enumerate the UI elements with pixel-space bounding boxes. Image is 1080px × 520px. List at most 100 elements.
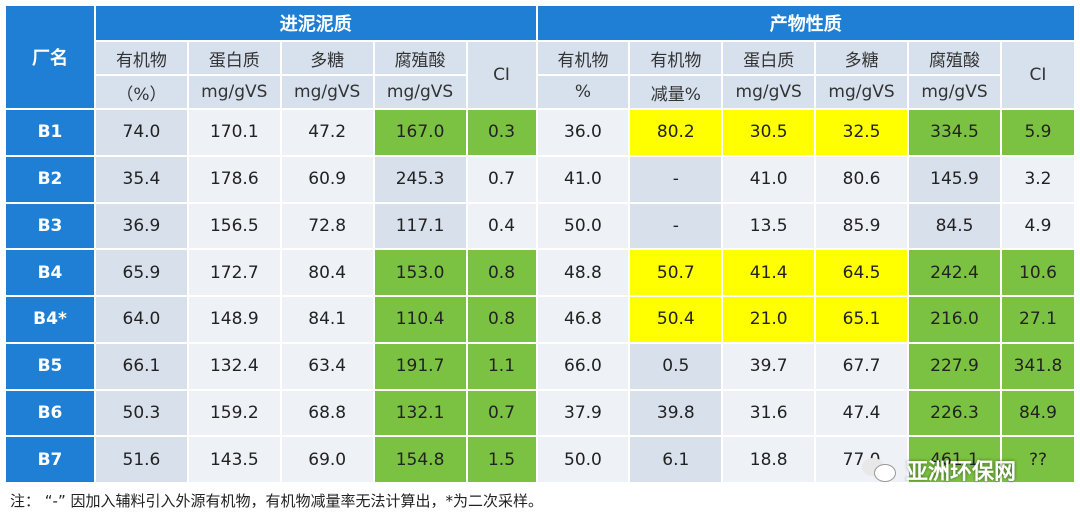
table-cell: 0.7: [467, 390, 536, 436]
table-cell: 80.6: [816, 156, 908, 202]
factory-name: B3: [6, 203, 94, 249]
table-cell: 47.4: [816, 390, 908, 436]
table-cell: 13.5: [723, 203, 815, 249]
col-unit: mg/gVS: [909, 76, 1000, 108]
table-cell: 27.1: [1001, 297, 1074, 342]
table-row: B4 65.9 172.7 80.4 153.0 0.8 48.8 50.7 41.4 64.5 2…: [6, 250, 1074, 295]
factory-header: 厂名: [6, 6, 94, 108]
table-cell: 68.8: [281, 390, 373, 436]
factory-name: B5: [6, 343, 94, 389]
table-cell: 170.1: [188, 110, 280, 155]
table-cell: 21.0: [723, 297, 815, 342]
table-cell: 65.1: [816, 297, 908, 342]
table-row: B3 36.9 156.5 72.8 117.1 0.4 50.0-13.5 85.9 84.5…: [6, 203, 1074, 249]
factory-name: B2: [6, 156, 94, 202]
table-cell: -: [630, 203, 722, 249]
col-header: 有机物: [537, 42, 629, 74]
table-cell: 36.9: [96, 203, 187, 249]
table-cell: 36.0: [537, 110, 629, 155]
table-cell: 1.5: [467, 437, 536, 482]
table-cell: 80.2: [630, 110, 722, 155]
watermark-text: 亚洲环保网: [906, 460, 1017, 485]
table-cell: 84.9: [1001, 390, 1074, 436]
table-cell: 154.8: [374, 437, 466, 482]
table-cell: 46.8: [537, 297, 629, 342]
col-unit: %: [537, 76, 629, 108]
table-cell: 191.7: [374, 343, 466, 389]
table-cell: 41.0: [723, 156, 815, 202]
col-header-ci: CI: [467, 42, 536, 108]
table-cell: 30.5: [723, 110, 815, 155]
watermark: 亚洲环保网: [862, 454, 1016, 486]
table-cell: 64.0: [96, 297, 187, 342]
table-cell: 132.4: [188, 343, 280, 389]
col-unit: （%）: [96, 76, 187, 108]
group-header-product: 产物性质: [537, 6, 1074, 40]
table-cell: 31.6: [723, 390, 815, 436]
table-row: B1 74.0 170.1 47.2 167.0 0.3 36.0 80.2 30.5 32.5 3…: [6, 110, 1074, 155]
table-cell: 1.1: [467, 343, 536, 389]
table-cell: 227.9: [909, 343, 1000, 389]
table-cell: 242.4: [909, 250, 1000, 295]
table-cell: 3.2: [1001, 156, 1074, 202]
table-cell: 50.0: [537, 203, 629, 249]
table-cell: 48.8: [537, 250, 629, 295]
table-cell: 32.5: [816, 110, 908, 155]
table-cell: 18.8: [723, 437, 815, 482]
table-cell: 39.7: [723, 343, 815, 389]
table-cell: 74.0: [96, 110, 187, 155]
table-cell: 159.2: [188, 390, 280, 436]
table-cell: 85.9: [816, 203, 908, 249]
table-cell: 80.4: [281, 250, 373, 295]
wechat-icon: [862, 458, 898, 482]
table-cell: 4.9: [1001, 203, 1074, 249]
table-cell: 84.1: [281, 297, 373, 342]
table-cell: 64.5: [816, 250, 908, 295]
col-header: 腐殖酸: [374, 42, 466, 74]
table-cell: 66.0: [537, 343, 629, 389]
table-cell: 37.9: [537, 390, 629, 436]
col-header: 蛋白质: [723, 42, 815, 74]
col-unit: mg/gVS: [281, 76, 373, 108]
table-body: B1 74.0 170.1 47.2 167.0 0.3 36.0 80.2 30.5 32.5 3…: [6, 110, 1074, 482]
table-cell: 0.4: [467, 203, 536, 249]
footnote: 注： “-” 因加入辅料引入外源有机物，有机物减量率无法计算出，*为二次采样。: [10, 492, 543, 510]
col-unit: 减量%: [630, 76, 722, 108]
factory-name: B4*: [6, 297, 94, 342]
table-cell: 178.6: [188, 156, 280, 202]
data-table: 厂名 进泥泥质 产物性质 有机物 蛋白质 多糖 腐殖酸 CI 有机物 有机物 蛋…: [4, 4, 1076, 484]
table-cell: 156.5: [188, 203, 280, 249]
table-cell: 35.4: [96, 156, 187, 202]
table-cell: 66.1: [96, 343, 187, 389]
table-cell: 0.8: [467, 297, 536, 342]
table-cell: 69.0: [281, 437, 373, 482]
table-cell: 41.0: [537, 156, 629, 202]
table-cell: 50.7: [630, 250, 722, 295]
table-cell: 50.4: [630, 297, 722, 342]
table-cell: 50.0: [537, 437, 629, 482]
table-cell: 167.0: [374, 110, 466, 155]
table-row: B6 50.3 159.2 68.8 132.1 0.7 37.9 39.8 31.6 47.4 2…: [6, 390, 1074, 436]
table-cell: 117.1: [374, 203, 466, 249]
table-cell: 461.1: [909, 437, 1000, 482]
col-header: 多糖: [816, 42, 908, 74]
table-cell: 334.5: [909, 110, 1000, 155]
table-cell: 153.0: [374, 250, 466, 295]
table-cell: 39.8: [630, 390, 722, 436]
table-cell: 145.9: [909, 156, 1000, 202]
table-cell: 216.0: [909, 297, 1000, 342]
col-unit: mg/gVS: [374, 76, 466, 108]
table-cell: 341.8: [1001, 343, 1074, 389]
factory-name: B6: [6, 390, 94, 436]
table-cell: 67.7: [816, 343, 908, 389]
table-cell: 41.4: [723, 250, 815, 295]
table-cell: 0.8: [467, 250, 536, 295]
table-cell: 226.3: [909, 390, 1000, 436]
table-cell: 5.9: [1001, 110, 1074, 155]
table-cell: 148.9: [188, 297, 280, 342]
table-cell: 0.5: [630, 343, 722, 389]
table-cell: 110.4: [374, 297, 466, 342]
col-unit: mg/gVS: [816, 76, 908, 108]
table-row: B4* 64.0 148.9 84.1 110.4 0.8 46.8 50.4 21.0 65.1…: [6, 297, 1074, 342]
table-cell: 6.1: [630, 437, 722, 482]
